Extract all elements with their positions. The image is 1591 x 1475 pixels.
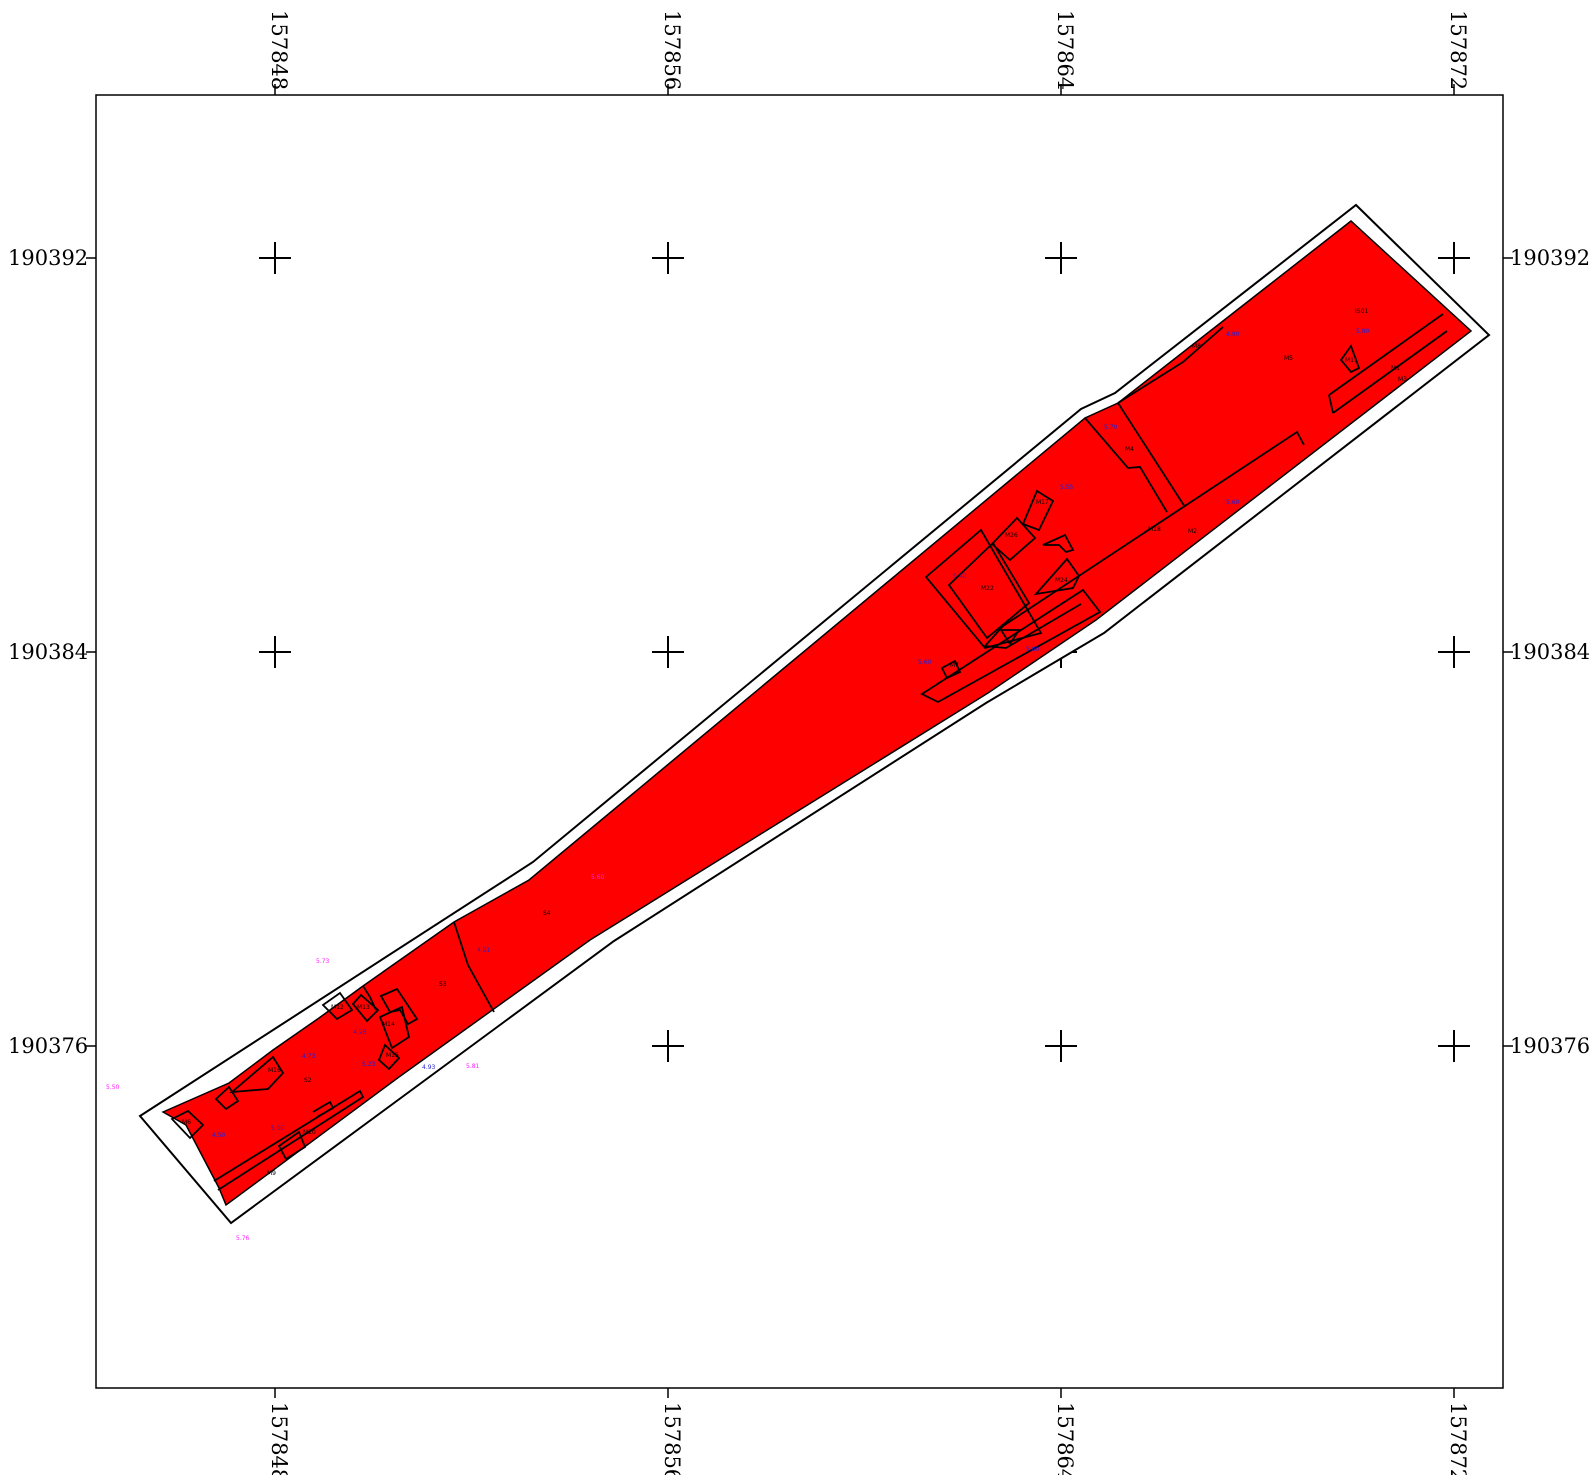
x-tick-top-label: 157864 bbox=[1053, 10, 1077, 90]
x-tick-bottom-label: 157856 bbox=[660, 1402, 684, 1475]
x-tick-bottom: 157872 bbox=[1446, 1402, 1470, 1475]
parcel-label: M18 bbox=[1148, 526, 1161, 533]
parcel-label: M5 bbox=[1284, 355, 1293, 362]
parcel-label: M7 bbox=[950, 662, 959, 669]
parcel-label: M22 bbox=[981, 585, 994, 592]
x-tick-bottom: 157848 bbox=[267, 1402, 291, 1475]
parcel-label: M11 bbox=[1345, 357, 1358, 364]
elevation-value: 5.81 bbox=[466, 1063, 480, 1070]
x-tick-bottom-label: 157872 bbox=[1446, 1402, 1470, 1475]
parcel-label: M13 bbox=[357, 1004, 370, 1011]
parcel-label: S2 bbox=[304, 1077, 312, 1084]
elevation-value: 4.98 bbox=[353, 1029, 367, 1036]
elevation-value: 5.60 bbox=[918, 659, 932, 666]
parcel-label: M1 bbox=[1391, 365, 1400, 372]
elevation-value: 5.80 bbox=[1356, 328, 1370, 335]
parcel-label: M24 bbox=[1055, 577, 1068, 584]
elevation-value: 5.70 bbox=[1104, 424, 1118, 431]
elevation-value: 5.76 bbox=[236, 1235, 250, 1242]
x-tick-bottom: 157864 bbox=[1053, 1402, 1077, 1475]
parcel-area bbox=[161, 220, 1473, 1207]
elevation-value: 4.91 bbox=[477, 947, 491, 954]
parcel-label: IS01 bbox=[1355, 308, 1368, 315]
parcel-label: M16 bbox=[268, 1067, 281, 1074]
parcel-label: M14 bbox=[382, 1021, 395, 1028]
map-frame bbox=[95, 94, 1504, 1389]
elevation-value: 4.73 bbox=[302, 1053, 316, 1060]
elevation-value: 5.73 bbox=[316, 958, 330, 965]
elevation-value: 5.40 bbox=[953, 573, 967, 580]
x-tick-top-label: 157872 bbox=[1446, 10, 1470, 90]
y-tick-left-label: 190384 bbox=[8, 640, 88, 664]
parcel-label: M9 bbox=[267, 1170, 276, 1177]
elevation-value: 5.60 bbox=[591, 874, 605, 881]
y-tick-right-label: 190376 bbox=[1510, 1034, 1590, 1058]
x-axis-bottom: 157848 157856 157864 157872 bbox=[267, 1388, 1470, 1475]
parcel-label: M2 bbox=[1188, 528, 1197, 535]
parcel-label: M3 bbox=[1398, 376, 1407, 383]
x-tick-bottom: 157856 bbox=[660, 1402, 684, 1475]
parcel-label: M8 bbox=[1192, 343, 1201, 350]
parcel-lines bbox=[170, 313, 1448, 1191]
y-tick-left-label: 190376 bbox=[8, 1034, 88, 1058]
elevation-value: 4.90 bbox=[1226, 331, 1240, 338]
parcel-label: M17 bbox=[1036, 499, 1049, 506]
elevation-value: 5.55 bbox=[1060, 484, 1074, 491]
x-axis-top: 157848 157856 157864 157872 bbox=[267, 10, 1470, 95]
y-tick-right-label: 190392 bbox=[1510, 246, 1590, 270]
x-tick-top: 157856 bbox=[660, 10, 684, 90]
parcel-label: M26 bbox=[1005, 532, 1018, 539]
y-tick-left-label: 190392 bbox=[8, 246, 88, 270]
parcel-label: M6 bbox=[182, 1119, 191, 1126]
x-tick-top-label: 157848 bbox=[267, 10, 291, 90]
elevation-value: 4.50 bbox=[212, 1132, 226, 1139]
x-tick-bottom-label: 157848 bbox=[267, 1402, 291, 1475]
x-tick-bottom-label: 157864 bbox=[1053, 1402, 1077, 1475]
y-axis-left: 190392 190384 190376 bbox=[8, 246, 96, 1058]
parcel-label: M4 bbox=[1125, 446, 1134, 453]
elevation-value: 5.60 bbox=[1226, 499, 1240, 506]
elevation-value: 5.23 bbox=[362, 1061, 376, 1068]
y-tick-right-label: 190384 bbox=[1510, 640, 1590, 664]
elevation-values-blue: 4.90 5.80 5.70 5.55 5.60 5.40 5.60 5.80 … bbox=[212, 328, 1370, 1139]
elevation-value: 5.80 bbox=[1026, 646, 1040, 653]
parcel-label: S3 bbox=[439, 981, 447, 988]
x-tick-top: 157864 bbox=[1053, 10, 1077, 90]
elevation-value: 4.93 bbox=[422, 1064, 436, 1071]
parcel-label: S4 bbox=[543, 910, 551, 917]
parcel-label: M12 bbox=[331, 1004, 344, 1011]
x-tick-top: 157848 bbox=[267, 10, 291, 90]
elevation-value: 5.00 bbox=[271, 1125, 285, 1132]
x-tick-top: 157872 bbox=[1446, 10, 1470, 90]
parcel-label: M20 bbox=[303, 1129, 316, 1136]
x-tick-top-label: 157856 bbox=[660, 10, 684, 90]
parcel-labels: M4 M5 M1 M3 M18 M2 M8 M11 M12 M13 M14 M1… bbox=[182, 308, 1407, 1177]
elevation-value: 5.50 bbox=[106, 1084, 120, 1091]
y-axis-right: 190392 190384 190376 bbox=[1503, 246, 1590, 1058]
elevation-values-magenta: 5.73 5.81 5.50 5.76 5.60 bbox=[106, 874, 605, 1242]
parcel-label: M15 bbox=[386, 1052, 399, 1059]
